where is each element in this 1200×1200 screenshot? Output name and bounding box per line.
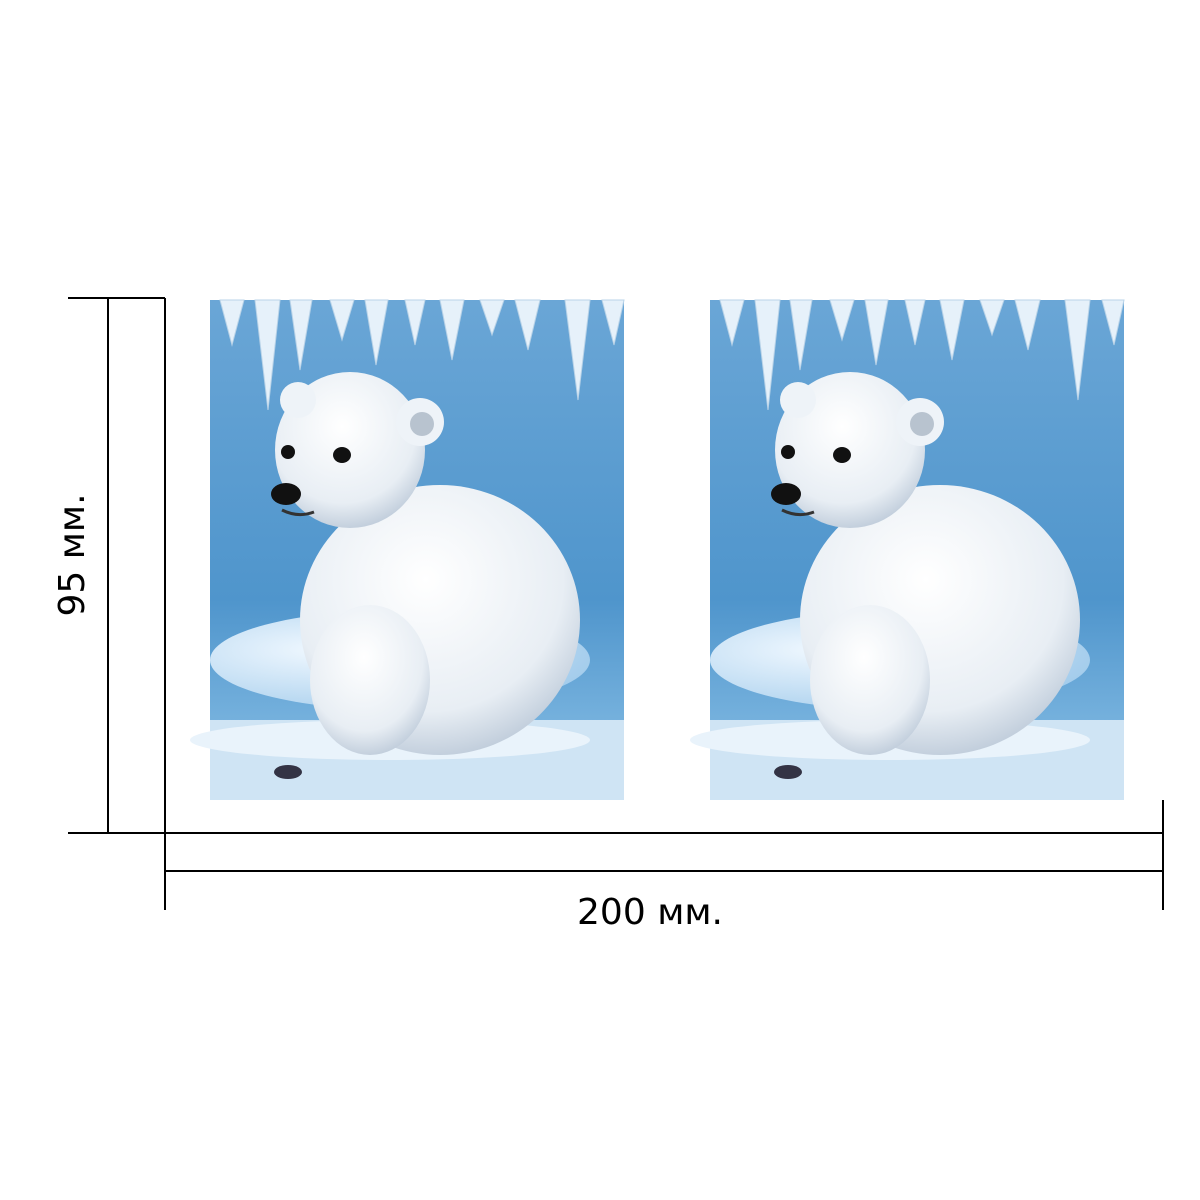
product-photo-right	[688, 298, 1126, 802]
height-label: 95 мм.	[52, 493, 93, 616]
width-dimension: 200 мм.	[164, 800, 1164, 933]
height-dimension: 95 мм.	[52, 297, 166, 834]
width-label: 200 мм.	[577, 892, 723, 933]
product-photo-left	[188, 298, 626, 802]
